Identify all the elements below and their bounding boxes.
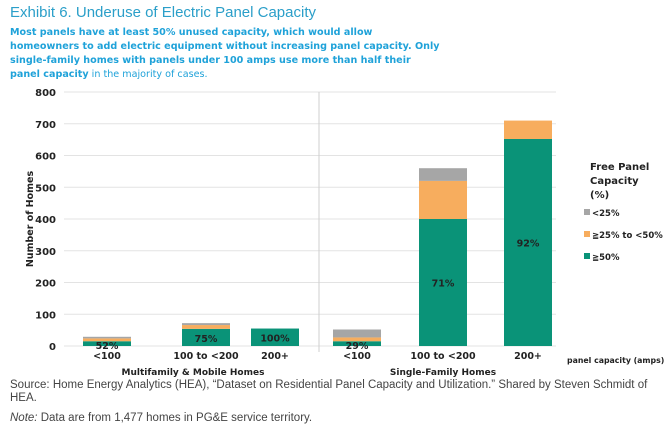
bar-segment	[419, 219, 467, 346]
x-tick-label: 200+	[514, 351, 542, 362]
bar-segment	[419, 180, 467, 219]
y-tick-label: 200	[35, 279, 56, 290]
y-tick-label: 300	[35, 247, 56, 258]
bar-segment	[83, 336, 131, 339]
group-label: Single-Family Homes	[390, 368, 496, 378]
bar-segment	[504, 138, 552, 346]
data-label: 100%	[260, 334, 290, 345]
legend-label: ≧50%	[592, 253, 620, 263]
x-axis-label: panel capacity (amps)	[567, 356, 664, 365]
y-tick-label: 700	[35, 120, 56, 131]
x-tick-label: 100 to <200	[410, 351, 476, 362]
legend-swatch	[584, 231, 590, 237]
bar-segment	[333, 341, 381, 346]
bar-segment	[333, 337, 381, 342]
x-tick-label: 100 to <200	[173, 351, 239, 362]
legend-title: Free Panel	[590, 162, 649, 173]
bar-segment	[83, 341, 131, 346]
legend-title: (%)	[590, 190, 609, 201]
legend-title: Capacity	[590, 176, 639, 187]
group-label: Multifamily & Mobile Homes	[122, 368, 265, 378]
bar-segment	[83, 338, 131, 342]
y-tick-label: 400	[35, 215, 56, 226]
x-tick-label: 200+	[261, 351, 289, 362]
source-text: Source: Home Energy Analytics (HEA), “Da…	[10, 379, 648, 404]
x-tick-label: <100	[343, 351, 371, 362]
data-label: 52%	[96, 341, 119, 352]
note-text: Note: Data are from 1,477 homes in PG&E …	[10, 412, 312, 424]
note-body: Data are from 1,477 homes in PG&E servic…	[37, 412, 313, 424]
data-label: 71%	[432, 279, 455, 290]
bar-segment	[504, 120, 552, 139]
legend-swatch	[584, 253, 590, 259]
y-axis-label: Number of Homes	[25, 171, 36, 268]
note-label: Note:	[10, 412, 38, 424]
bar-segment	[419, 168, 467, 181]
bar-segment	[333, 329, 381, 338]
y-tick-label: 100	[35, 310, 56, 321]
x-tick-label: <100	[93, 351, 121, 362]
subtitle-bold: Most panels have at least 50% unused cap…	[10, 27, 440, 80]
legend-label: ≧25% to <50%	[592, 231, 663, 241]
bar-segment	[182, 328, 230, 346]
y-tick-label: 600	[35, 152, 56, 163]
legend-label: <25%	[592, 209, 620, 219]
y-tick-label: 0	[49, 342, 56, 353]
exhibit-title: Exhibit 6. Underuse of Electric Panel Ca…	[10, 4, 316, 21]
bar-segment	[251, 328, 299, 346]
legend-swatch	[584, 209, 590, 215]
y-tick-label: 500	[35, 183, 56, 194]
data-label: 92%	[517, 238, 540, 249]
subtitle-light: in the majority of cases.	[88, 69, 208, 80]
data-label: 29%	[346, 341, 369, 352]
bar-segment	[182, 323, 230, 326]
y-tick-label: 800	[35, 88, 56, 99]
exhibit-subtitle: Most panels have at least 50% unused cap…	[10, 26, 440, 82]
data-label: 75%	[195, 334, 218, 345]
bar-segment	[182, 325, 230, 329]
